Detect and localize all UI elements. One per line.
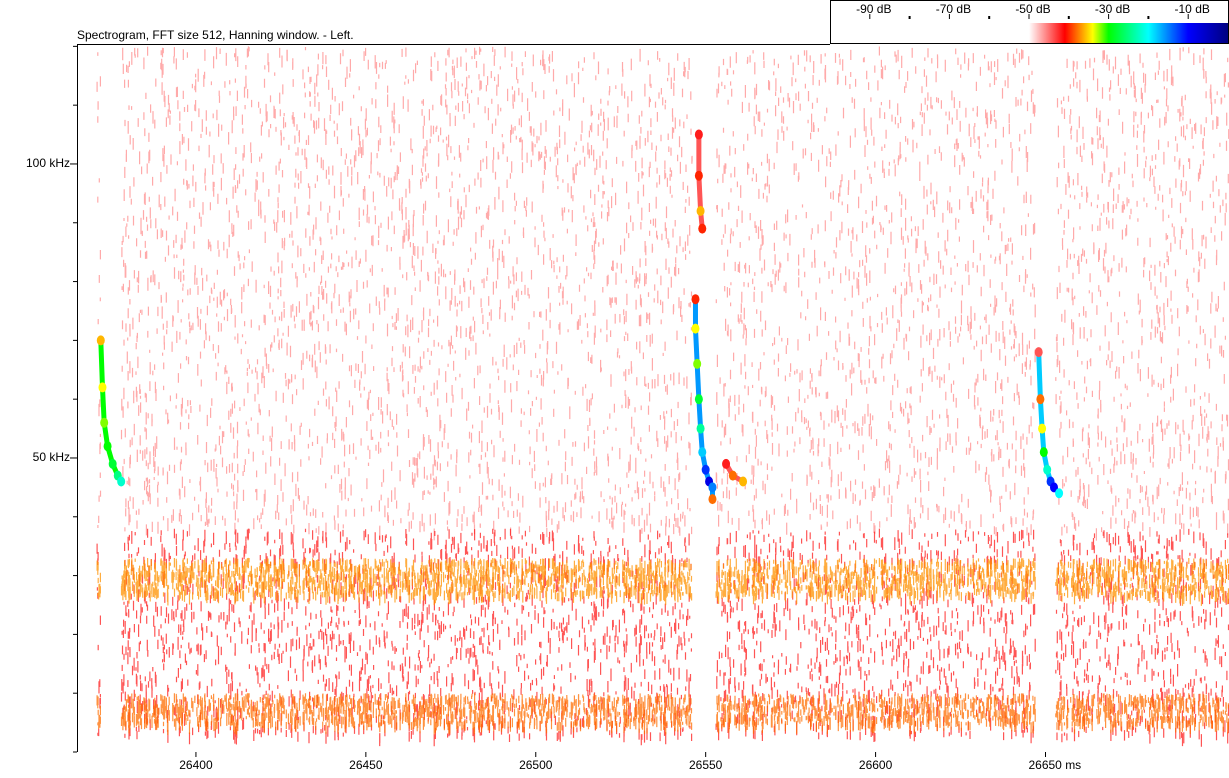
call-point xyxy=(696,206,705,217)
call-point xyxy=(708,482,717,493)
y-tick-label: 100 kHz xyxy=(26,156,70,170)
noise-band xyxy=(96,693,1229,735)
call-point xyxy=(708,494,717,505)
chart-title: Spectrogram, FFT size 512, Hanning windo… xyxy=(77,28,354,42)
call-point xyxy=(739,476,748,487)
call-point xyxy=(694,129,703,140)
call-point xyxy=(1039,447,1048,458)
colorbar-tick-label: -70 dB xyxy=(936,2,971,16)
call-point xyxy=(691,294,700,305)
call-point xyxy=(117,476,126,487)
call-trace xyxy=(696,132,705,232)
noise-band xyxy=(96,46,1229,541)
x-tick-label: 26500 xyxy=(519,758,553,772)
call-point xyxy=(691,323,700,334)
call-point xyxy=(728,470,737,481)
noise-band xyxy=(96,557,1229,606)
call-point xyxy=(1055,488,1064,499)
call-point xyxy=(1034,347,1043,358)
call-point xyxy=(698,223,707,234)
call-point xyxy=(698,447,707,458)
colorbar-tick-label: -50 dB xyxy=(1015,2,1050,16)
colorbar-tick-label: -30 dB xyxy=(1095,2,1130,16)
plot-area xyxy=(96,46,1229,747)
call-point xyxy=(1038,423,1047,434)
x-tick-label: 26650 ms xyxy=(1028,758,1081,772)
call-point xyxy=(722,458,731,469)
call-point xyxy=(693,358,702,369)
call-point xyxy=(701,464,710,475)
call-point xyxy=(98,382,107,393)
call-point xyxy=(103,441,112,452)
x-tick-label: 26450 xyxy=(349,758,383,772)
call-point xyxy=(694,170,703,181)
call-point xyxy=(694,394,703,405)
call-point xyxy=(108,458,117,469)
x-tick-label: 26400 xyxy=(179,758,213,772)
colorbar-gradient xyxy=(1029,23,1228,43)
colorbar-tick-label: -10 dB xyxy=(1175,2,1210,16)
call-point xyxy=(100,417,109,428)
y-tick-label: 50 kHz xyxy=(33,450,70,464)
call-point xyxy=(96,335,105,346)
x-tick-label: 26550 xyxy=(689,758,723,772)
call-point xyxy=(1049,482,1058,493)
call-point xyxy=(1043,464,1052,475)
call-point xyxy=(1036,394,1045,405)
colorbar-tick-label: -90 dB xyxy=(856,2,891,16)
call-point xyxy=(696,423,705,434)
x-tick-label: 26600 xyxy=(859,758,893,772)
